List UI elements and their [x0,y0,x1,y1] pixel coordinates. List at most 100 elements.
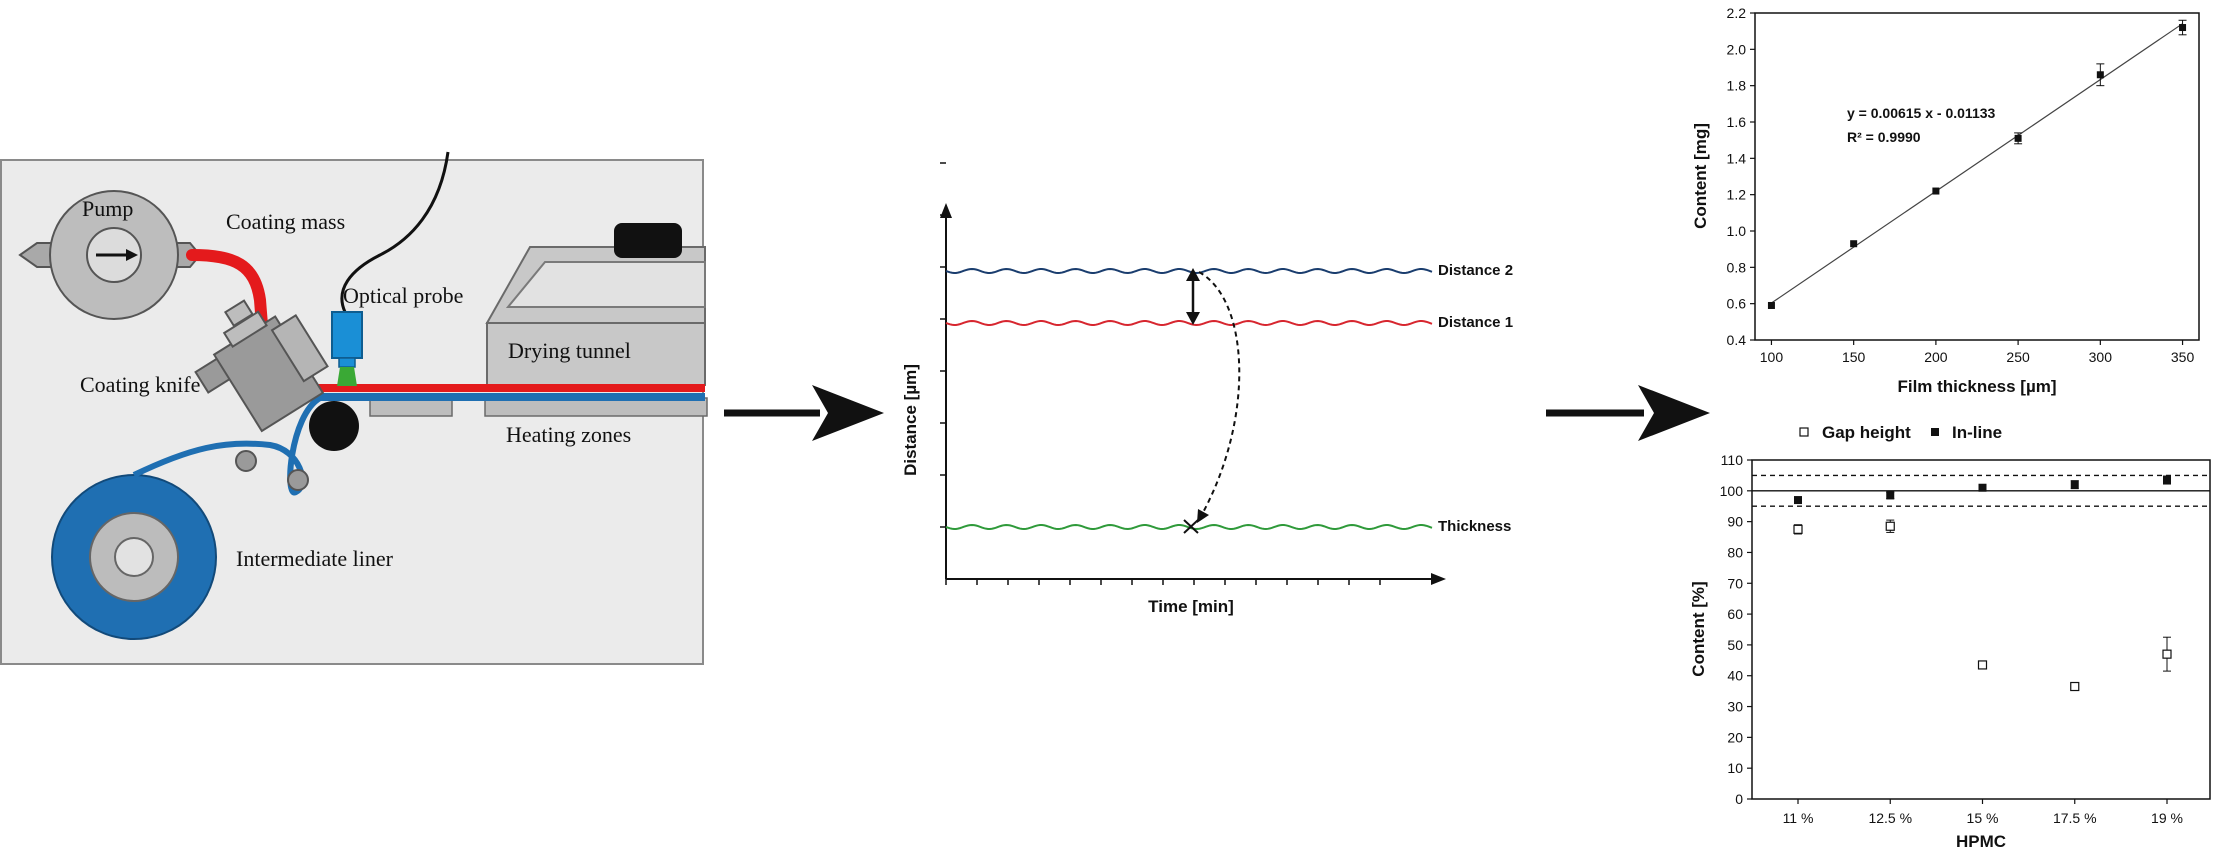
content-chart: Gap height In-line 0 10 20 30 40 50 60 70 80 90 10… [1689,423,2211,851]
fit-r-squared: R² = 0.9990 [1847,129,1921,145]
y-axis-ticks [940,162,946,528]
data-point-in-line [2070,480,2079,489]
optical-fiber-cable [340,151,450,313]
fit-equation: y = 0.00615 x - 0.01133 [1847,105,1996,121]
label-intermediate-liner: Intermediate liner [236,546,394,571]
data-point-gap-height [1885,521,1895,531]
thickness-cross-marker [1183,519,1199,534]
y-tick-label: 1.2 [1727,187,1747,203]
data-point [1850,240,1858,248]
data-point-gap-height [2162,649,2172,659]
y-tick-label: 100 [1720,483,1744,499]
main-roller [309,401,359,451]
calibration-x-ticks: 100 150 200 250 300 350 [1760,340,2195,365]
probe-beam [337,367,357,386]
x-tick-label: 15 % [1967,810,1999,826]
y-tick-label: 1.8 [1727,78,1747,94]
label-distance-1: Distance 1 [1438,314,1513,331]
y-tick-label: 90 [1727,514,1743,530]
data-point-gap-height [1977,660,1988,670]
calibration-y-ticks: 0.4 0.6 0.8 1.0 1.2 1.4 1.6 1.8 2.0 2.2 [1727,5,1755,348]
y-tick-label: 80 [1727,544,1743,560]
y-tick-label: 40 [1727,668,1743,684]
data-point-in-line [2163,476,2171,485]
y-tick-label: 2.2 [1727,5,1747,21]
calibration-plot-frame [1754,12,2200,341]
y-tick-label: 110 [1721,452,1744,468]
guide-roller-1 [235,450,257,472]
x-tick-label: 350 [2171,349,2195,365]
calibration-x-label: Film thickness [µm] [1897,377,2056,396]
label-distance-2: Distance 2 [1438,262,1513,279]
calibration-chart: 0.4 0.6 0.8 1.0 1.2 1.4 1.6 1.8 2.0 2.2 100 150 200… [1691,5,2200,396]
x-tick-label: 200 [1924,349,1948,365]
y-tick-label: 0.6 [1727,296,1747,312]
data-point-gap-height [2070,681,2080,692]
label-coating-knife: Coating knife [80,372,200,397]
x-tick-label: 300 [2089,349,2113,365]
measurement-principle-plot: Distance 2 Distance 1 Thickness Time [mi… [901,162,1513,616]
flow-arrow-1 [724,385,884,441]
x-axis-arrowhead [1431,573,1446,585]
y-tick-label: 10 [1727,760,1743,776]
data-point [2014,134,2022,142]
x-axis-label: Time [min] [1148,597,1234,616]
label-pump: Pump [82,196,133,221]
y-tick-label: 50 [1727,637,1743,653]
flow-arrow-2 [1546,385,1710,441]
data-point-gap-height [1793,524,1803,534]
legend-marker-in-line [1931,428,1939,436]
x-tick-label: 12.5 % [1868,810,1912,826]
label-thickness: Thickness [1438,518,1511,535]
distance-1-line [945,319,1433,327]
pump [18,190,202,320]
x-tick-label: 19 % [2151,810,2183,826]
x-tick-label: 17.5 % [2053,810,2097,826]
legend-label-in-line: In-line [1952,423,2002,442]
coating-schematic: Pump Coating mass Optical probe Drying t… [0,151,708,665]
label-coating-mass: Coating mass [226,209,345,234]
x-tick-label: 250 [2006,349,2030,365]
y-tick-label: 60 [1727,606,1743,622]
distance-2-line [945,267,1433,275]
tunnel-handle [614,223,682,258]
data-point [1932,187,1940,195]
content-plot-frame [1751,459,2211,800]
data-point-in-line [1886,491,1895,500]
y-tick-label: 0.4 [1727,332,1747,348]
y-tick-label: 1.6 [1727,114,1747,130]
coating-knife [194,299,329,433]
y-axis-label: Distance [µm] [901,364,920,476]
label-optical-probe: Optical probe [343,283,463,308]
y-tick-label: 1.4 [1727,150,1747,166]
content-y-ticks: 0 10 20 30 40 50 60 70 80 90 100 110 [1720,452,1752,807]
label-heating-zones: Heating zones [506,422,631,447]
content-y-label: Content [%] [1689,581,1708,676]
content-x-label: HPMC [1956,832,2006,851]
calibration-y-label: Content [mg] [1691,123,1710,229]
legend-marker-gap-height [1799,427,1809,437]
x-axis-ticks [945,579,1381,585]
y-tick-label: 0.8 [1727,259,1747,275]
thickness-derivation-arrowhead [1197,509,1209,523]
label-drying-tunnel: Drying tunnel [508,338,631,363]
content-points [1793,475,2172,692]
data-point [1767,301,1775,309]
y-tick-label: 70 [1727,575,1743,591]
calibration-points [1767,19,2187,309]
y-tick-label: 0 [1735,791,1743,807]
y-tick-label: 30 [1727,699,1743,715]
data-point-in-line [1794,496,1802,505]
data-point-in-line [1978,483,1987,492]
content-x-ticks: 11 % 12.5 % 15 % 17.5 % 19 % [1783,799,2183,826]
content-legend: Gap height In-line [1799,423,2002,442]
y-tick-label: 20 [1727,729,1743,745]
distance-difference-arrow [1186,268,1200,325]
y-tick-label: 2.0 [1727,41,1747,57]
x-tick-label: 100 [1760,349,1784,365]
guide-roller-2 [287,469,309,491]
y-tick-label: 1.0 [1727,223,1747,239]
optical-probe [331,311,363,386]
data-point [2179,24,2187,32]
